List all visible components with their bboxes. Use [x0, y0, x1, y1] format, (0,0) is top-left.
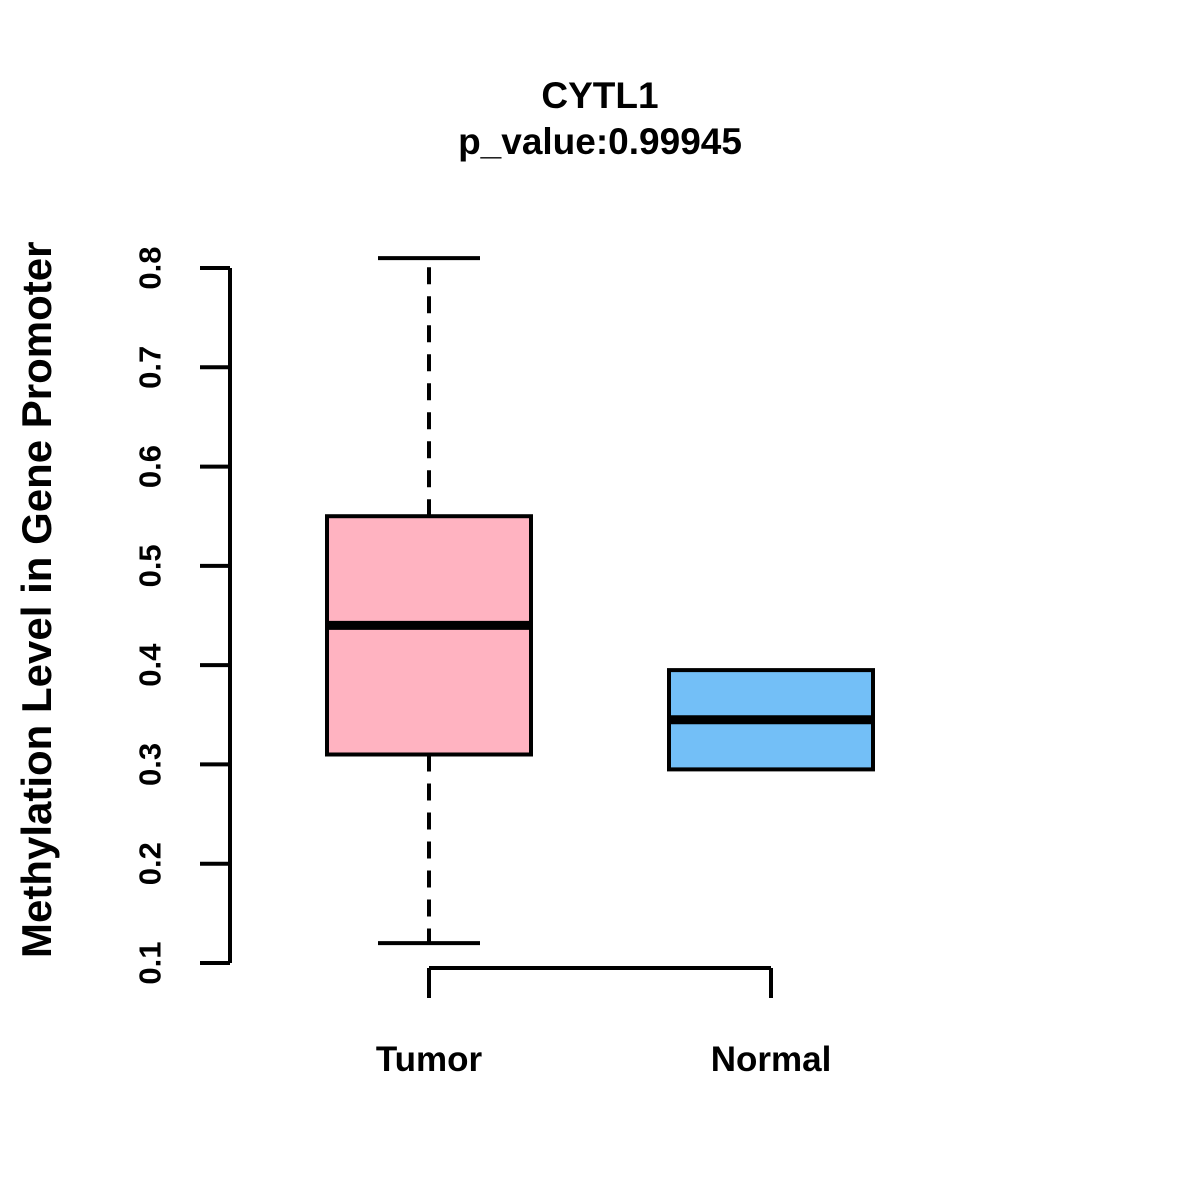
box-tumor: [325, 514, 533, 757]
y-tick-label: 0.7: [133, 346, 168, 389]
chart-title: CYTL1: [541, 75, 659, 116]
y-tick-label: 0.3: [133, 743, 168, 786]
y-tick-label: 0.2: [133, 842, 168, 885]
y-tick-label: 0.8: [133, 246, 168, 289]
x-axis-label-normal: Normal: [710, 1040, 832, 1079]
y-tick-label: 0.1: [133, 941, 168, 984]
y-tick-label: 0.5: [133, 544, 168, 587]
x-axis-label-tumor: Tumor: [375, 1040, 483, 1079]
y-tick-label: 0.4: [133, 643, 168, 687]
y-tick-label: 0.6: [133, 445, 168, 488]
chart-subtitle: p_value:0.99945: [458, 121, 742, 162]
